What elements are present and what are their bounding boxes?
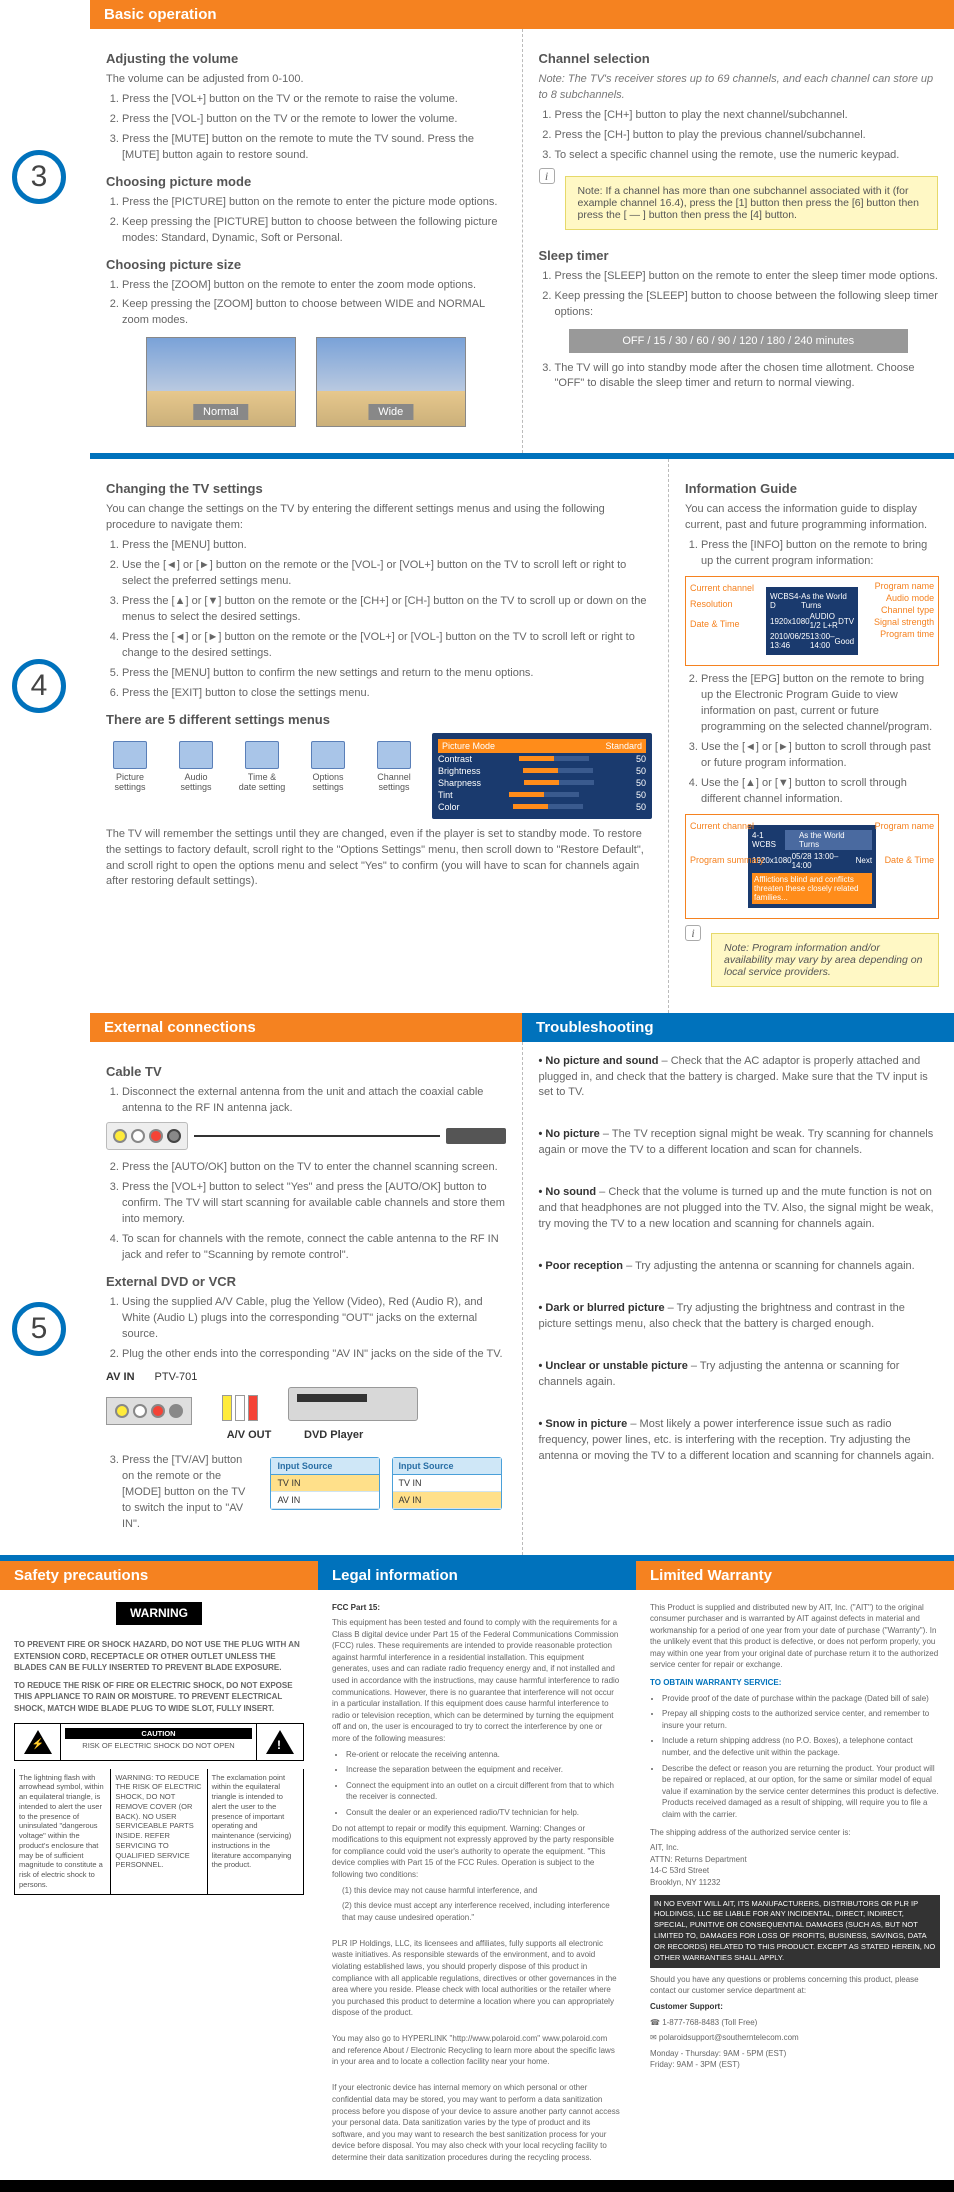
info-icon: i <box>539 168 555 184</box>
h-sleep-timer: Sleep timer <box>539 248 939 263</box>
zoom-normal-image: Normal <box>146 337 296 427</box>
input-source-card-2: Input Source TV IN AV IN <box>392 1457 502 1510</box>
step: Press the [SLEEP] button on the remote t… <box>555 269 939 285</box>
h-cable-tv: Cable TV <box>106 1064 506 1079</box>
legal-text: You may also go to HYPERLINK "http://www… <box>332 2033 622 2068</box>
text: You can change the settings on the TV by… <box>106 502 652 534</box>
step-badge-4: 4 <box>12 659 66 713</box>
warning-badge: WARNING <box>116 1602 202 1626</box>
legal-text: This equipment has been tested and found… <box>332 1617 622 1745</box>
note-box-subchannel: Note: If a channel has more than one sub… <box>565 176 939 230</box>
step: Press the [MENU] button to confirm the n… <box>122 666 652 682</box>
step: Keep pressing the [PICTURE] button to ch… <box>122 215 506 247</box>
header-safety: Safety precautions <box>0 1561 318 1590</box>
warranty-disclaimer: IN NO EVENT WILL AIT, ITS MANUFACTURERS,… <box>650 1895 940 1968</box>
step: Press the [AUTO/OK] button on the TV to … <box>122 1160 506 1176</box>
legal-text: Do not attempt to repair or modify this … <box>332 1823 622 1881</box>
h-picture-mode: Choosing picture mode <box>106 174 506 189</box>
trouble-item: • Dark or blurred picture – Try adjustin… <box>539 1301 939 1333</box>
picture-settings-icon <box>113 741 147 769</box>
header-legal: Legal information <box>318 1561 636 1590</box>
trouble-item: • Poor reception – Try adjusting the ant… <box>539 1259 939 1275</box>
step: Press the [CH-] button to play the previ… <box>555 128 939 144</box>
h-picture-size: Choosing picture size <box>106 257 506 272</box>
header-warranty: Limited Warranty <box>636 1561 954 1590</box>
step: Using the supplied A/V Cable, plug the Y… <box>122 1295 506 1343</box>
trouble-item: • No picture – The TV reception signal m… <box>539 1127 939 1159</box>
warranty-address: AIT, Inc. ATTN: Returns Department 14-C … <box>650 1842 940 1888</box>
trouble-item: • Unclear or unstable picture – Try adju… <box>539 1359 939 1391</box>
step: Press the [MUTE] button on the remote to… <box>122 132 506 164</box>
header-basic-operation: Basic operation <box>90 0 954 29</box>
step-badge-3: 3 <box>12 150 66 204</box>
shock-icon <box>24 1730 52 1754</box>
step: Disconnect the external antenna from the… <box>122 1085 506 1117</box>
step: Press the [PICTURE] button on the remote… <box>122 195 506 211</box>
step-badge-5: 5 <box>12 1302 66 1356</box>
step: Press the [EXIT] button to close the set… <box>122 686 652 702</box>
step: Keep pressing the [ZOOM] button to choos… <box>122 297 506 329</box>
step: To scan for channels with the remote, co… <box>122 1232 506 1264</box>
sleep-options-bar: OFF / 15 / 30 / 60 / 90 / 120 / 180 / 24… <box>569 329 909 353</box>
step: The TV will go into standby mode after t… <box>555 361 939 393</box>
audio-settings-icon <box>179 741 213 769</box>
zoom-wide-image: Wide <box>316 337 466 427</box>
safety-text: TO REDUCE THE RISK OF FIRE OR ELECTRIC S… <box>14 1680 304 1715</box>
safety-text: TO PREVENT FIRE OR SHOCK HAZARD, DO NOT … <box>14 1639 304 1674</box>
step: Use the [◄] or [►] button on the remote … <box>122 558 652 590</box>
settings-footnote: The TV will remember the settings until … <box>106 827 652 891</box>
h-five-menus: There are 5 different settings menus <box>106 712 652 727</box>
trouble-item: • Snow in picture – Most likely a power … <box>539 1417 939 1465</box>
h-changing-settings: Changing the TV settings <box>106 481 652 496</box>
av-diagram: AV IN PTV-701 <box>106 1371 506 1441</box>
step: Press the [VOL-] button on the TV or the… <box>122 112 506 128</box>
legal-text: If your electronic device has internal m… <box>332 2082 622 2163</box>
note: Note: The TV's receiver stores up to 69 … <box>539 72 939 104</box>
channel-settings-icon <box>377 741 411 769</box>
note-box-program: Note: Program information and/or availab… <box>711 933 939 987</box>
osd-picture-menu: Picture ModeStandard Contrast50 Brightne… <box>432 733 652 819</box>
step: Press the [ZOOM] button on the remote to… <box>122 278 506 294</box>
step: Plug the other ends into the correspondi… <box>122 1347 506 1363</box>
menu-icons-row: Picture settings Audio settings Time & d… <box>106 741 418 792</box>
header-external: External connections <box>90 1013 522 1042</box>
h-adjust-volume: Adjusting the volume <box>106 51 506 66</box>
step: Press the [INFO] button on the remote to… <box>701 538 939 570</box>
h-dvd-vcr: External DVD or VCR <box>106 1274 506 1289</box>
input-source-card-1: Input Source TV IN AV IN <box>270 1457 380 1510</box>
legal-text: PLR IP Holdings, LLC, its licensees and … <box>332 1938 622 2019</box>
time-settings-icon <box>245 741 279 769</box>
info-icon: i <box>685 925 701 941</box>
step: To select a specific channel using the r… <box>555 148 939 164</box>
step: Press the [TV/AV] button on the remote o… <box>122 1453 254 1533</box>
info-osd-box: Current channel Resolution Date & Time P… <box>685 576 939 666</box>
step: Press the [▲] or [▼] button on the remot… <box>122 594 652 626</box>
caution-box: CAUTION RISK OF ELECTRIC SHOCK DO NOT OP… <box>14 1723 304 1761</box>
options-settings-icon <box>311 741 345 769</box>
warranty-text: This Product is supplied and distributed… <box>650 1602 940 1672</box>
step: Press the [◄] or [►] button on the remot… <box>122 630 652 662</box>
step: Press the [VOL+] button on the TV or the… <box>122 92 506 108</box>
text: The volume can be adjusted from 0-100. <box>106 72 506 88</box>
step: Press the [CH+] button to play the next … <box>555 108 939 124</box>
step: Use the [▲] or [▼] button to scroll thro… <box>701 776 939 808</box>
step: Press the [MENU] button. <box>122 538 652 554</box>
step: Press the [VOL+] button to select "Yes" … <box>122 1180 506 1228</box>
trouble-item: • No sound – Check that the volume is tu… <box>539 1185 939 1233</box>
epg-osd-box: Current channel Program summary Program … <box>685 814 939 919</box>
exclaim-icon <box>266 1730 294 1754</box>
rf-jack-diagram <box>106 1122 506 1150</box>
trouble-item: • No picture and sound – Check that the … <box>539 1054 939 1102</box>
step: Use the [◄] or [►] button to scroll thro… <box>701 740 939 772</box>
h-channel-selection: Channel selection <box>539 51 939 66</box>
header-trouble: Troubleshooting <box>522 1013 954 1042</box>
step: Keep pressing the [SLEEP] button to choo… <box>555 289 939 321</box>
step: Press the [EPG] button on the remote to … <box>701 672 939 736</box>
text: You can access the information guide to … <box>685 502 939 534</box>
h-info-guide: Information Guide <box>685 481 939 496</box>
